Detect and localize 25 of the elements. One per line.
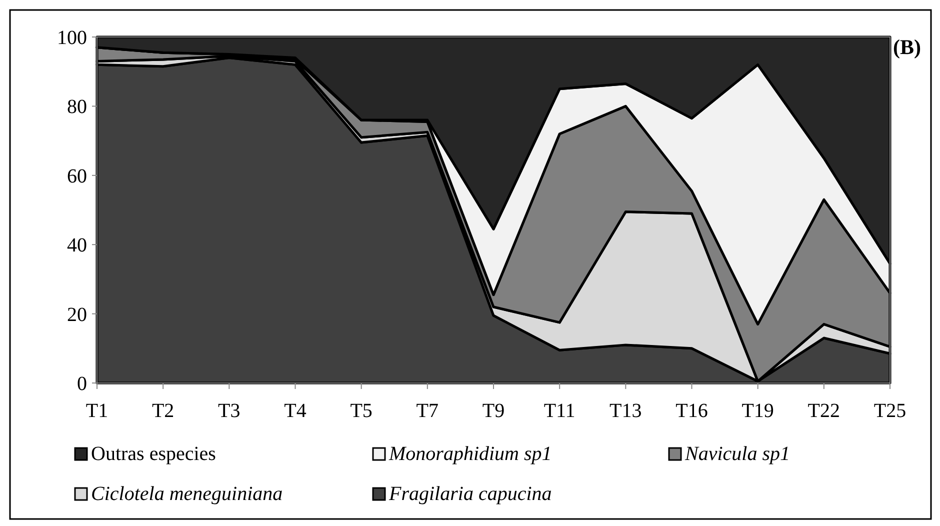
x-tick-label: T9 bbox=[482, 400, 505, 422]
x-tick-label: T4 bbox=[284, 400, 306, 422]
y-tick-label: 80 bbox=[67, 96, 87, 118]
y-tick-label: 60 bbox=[67, 165, 87, 188]
x-tick-label: T2 bbox=[152, 400, 174, 422]
legend-label: Monoraphidium sp1 bbox=[388, 443, 552, 465]
x-tick-label: T5 bbox=[350, 400, 372, 422]
legend-label: Outras especies bbox=[91, 443, 216, 465]
x-tick-label: T11 bbox=[544, 400, 576, 422]
y-tick-label: 20 bbox=[67, 304, 87, 326]
legend-label: Fragilaria capucina bbox=[388, 483, 552, 505]
y-tick-label: 40 bbox=[67, 234, 87, 257]
text: (B) bbox=[893, 35, 921, 59]
legend-label: Ciclotela meneguiniana bbox=[91, 483, 283, 505]
x-tick-label: T19 bbox=[742, 400, 774, 422]
x-tick-label: T25 bbox=[874, 400, 906, 422]
x-tick-label: T7 bbox=[416, 400, 439, 422]
y-tick-label: 100 bbox=[57, 27, 87, 49]
x-tick-label: T1 bbox=[86, 400, 108, 422]
legend-label: Navicula sp1 bbox=[684, 443, 790, 465]
x-tick-label: T3 bbox=[218, 400, 240, 422]
x-tick-label: T16 bbox=[676, 400, 708, 422]
y-tick-label: 0 bbox=[77, 373, 87, 395]
x-tick-label: T22 bbox=[808, 400, 840, 422]
x-tick-label: T13 bbox=[610, 400, 642, 422]
